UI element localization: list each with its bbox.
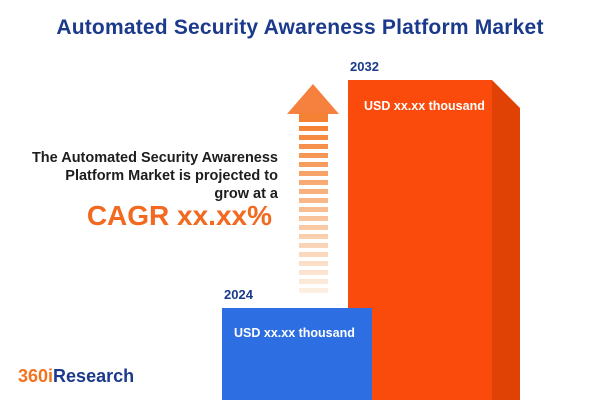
bar-2024-year-label: 2024 (224, 287, 253, 302)
description-line-1: The Automated Security Awareness (31, 150, 278, 166)
bar-2032-year-label: 2032 (350, 59, 379, 74)
bar-2032: USD xx.xx thousand (348, 80, 492, 400)
logo: 360iResearch (18, 366, 134, 387)
arrow-head-icon (287, 84, 339, 114)
arrow-dashed-stem (299, 126, 328, 294)
bar-2032-value-label: USD xx.xx thousand (364, 99, 485, 113)
cagr-value: CAGR xx.xx% (86, 200, 272, 231)
description-line-2: Platform Market is projected to (65, 168, 278, 184)
bar-2024: USD xx.xx thousand (222, 308, 372, 400)
logo-prefix: 360i (18, 366, 54, 386)
description-text: The Automated Security Awareness Platfor… (0, 149, 278, 203)
bar-2024-value-label: USD xx.xx thousand (234, 326, 355, 340)
bar-2032-side-face (492, 80, 520, 400)
arrow-neck (299, 113, 328, 122)
page-title: Automated Security Awareness Platform Ma… (56, 16, 544, 39)
description-line-3: grow at a (214, 186, 278, 202)
logo-suffix: Research (53, 366, 135, 386)
